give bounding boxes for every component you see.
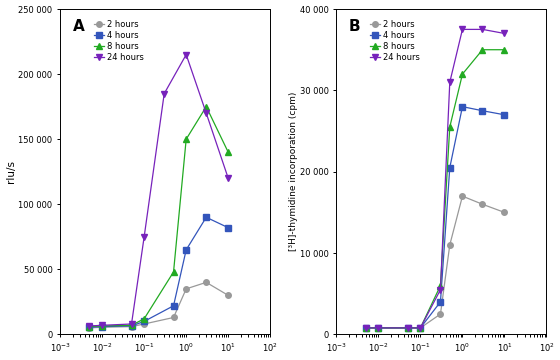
8 hours: [141, 317, 147, 321]
2 hours: [459, 194, 466, 198]
Line: 2 hours: 2 hours: [87, 280, 231, 331]
2 hours: [417, 326, 424, 330]
2 hours: [86, 326, 93, 330]
24 hours: [86, 324, 93, 328]
2 hours: [362, 326, 369, 330]
4 hours: [183, 248, 189, 252]
Line: 8 hours: 8 hours: [362, 46, 508, 331]
4 hours: [404, 326, 411, 330]
8 hours: [362, 326, 369, 330]
2 hours: [99, 325, 105, 329]
Line: 2 hours: 2 hours: [363, 193, 507, 331]
8 hours: [128, 323, 135, 328]
4 hours: [459, 104, 466, 109]
Line: 4 hours: 4 hours: [87, 215, 231, 330]
2 hours: [170, 315, 177, 320]
2 hours: [183, 287, 189, 291]
4 hours: [437, 300, 444, 304]
4 hours: [417, 326, 424, 330]
8 hours: [479, 48, 486, 52]
4 hours: [479, 109, 486, 113]
Line: 8 hours: 8 hours: [86, 103, 232, 330]
8 hours: [404, 326, 411, 330]
8 hours: [375, 326, 382, 330]
8 hours: [86, 324, 93, 329]
2 hours: [437, 312, 444, 316]
Text: B: B: [349, 19, 361, 34]
4 hours: [99, 324, 105, 329]
8 hours: [459, 72, 466, 76]
4 hours: [362, 326, 369, 330]
24 hours: [203, 111, 209, 115]
8 hours: [417, 326, 424, 330]
4 hours: [203, 215, 209, 220]
8 hours: [203, 104, 209, 109]
2 hours: [404, 326, 411, 330]
2 hours: [203, 280, 209, 284]
8 hours: [501, 48, 508, 52]
8 hours: [183, 137, 189, 141]
24 hours: [459, 27, 466, 32]
8 hours: [225, 150, 232, 154]
4 hours: [501, 113, 508, 117]
4 hours: [446, 166, 453, 170]
4 hours: [86, 325, 93, 329]
24 hours: [225, 176, 232, 180]
4 hours: [225, 225, 232, 230]
Legend: 2 hours, 4 hours, 8 hours, 24 hours: 2 hours, 4 hours, 8 hours, 24 hours: [370, 20, 420, 62]
2 hours: [141, 322, 147, 326]
Line: 4 hours: 4 hours: [363, 104, 507, 331]
4 hours: [375, 326, 382, 330]
24 hours: [362, 326, 369, 330]
8 hours: [170, 270, 177, 274]
8 hours: [99, 324, 105, 328]
2 hours: [225, 293, 232, 297]
Legend: 2 hours, 4 hours, 8 hours, 24 hours: 2 hours, 4 hours, 8 hours, 24 hours: [94, 20, 144, 62]
24 hours: [417, 326, 424, 330]
24 hours: [161, 91, 167, 96]
24 hours: [375, 326, 382, 330]
Line: 24 hours: 24 hours: [362, 26, 508, 331]
8 hours: [446, 125, 453, 129]
2 hours: [128, 324, 135, 329]
24 hours: [404, 326, 411, 330]
24 hours: [141, 235, 147, 239]
24 hours: [183, 53, 189, 57]
24 hours: [437, 288, 444, 292]
Y-axis label: rlu/s: rlu/s: [6, 160, 16, 183]
24 hours: [501, 31, 508, 36]
24 hours: [479, 27, 486, 32]
24 hours: [446, 80, 453, 84]
2 hours: [446, 243, 453, 247]
Text: A: A: [73, 19, 85, 34]
2 hours: [375, 326, 382, 330]
2 hours: [501, 210, 508, 215]
4 hours: [128, 324, 135, 328]
4 hours: [170, 303, 177, 308]
8 hours: [437, 283, 444, 288]
2 hours: [479, 202, 486, 206]
24 hours: [128, 322, 135, 326]
Y-axis label: [³H]-thymidine incorporation (cpm): [³H]-thymidine incorporation (cpm): [290, 92, 298, 251]
Line: 24 hours: 24 hours: [86, 51, 232, 329]
4 hours: [141, 319, 147, 324]
24 hours: [99, 323, 105, 328]
